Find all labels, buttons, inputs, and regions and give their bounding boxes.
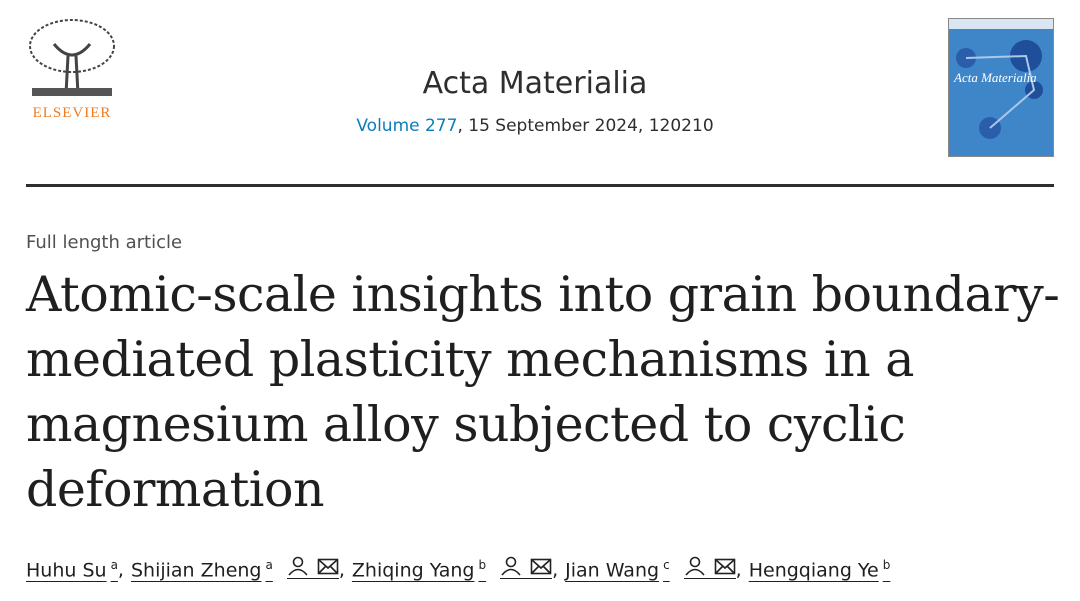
volume-link[interactable]: Volume 277 (356, 116, 458, 136)
author-separator: , (338, 559, 345, 581)
contact-icons[interactable] (500, 556, 553, 579)
journal-title[interactable]: Acta Materialia (422, 66, 648, 101)
author-name: Hengqiang Ye (748, 559, 879, 581)
person-icon (288, 556, 308, 576)
email-icon (317, 558, 339, 575)
email-icon (530, 558, 552, 575)
title-line: mediated plasticity mechanisms in a (26, 331, 914, 388)
author-link[interactable]: Zhiqing Yang b (352, 558, 486, 581)
header-rule (26, 184, 1054, 187)
publisher-name: ELSEVIER (33, 105, 112, 121)
affiliation-mark: a (110, 557, 118, 572)
article-type: Full length article (26, 232, 183, 253)
author-link[interactable]: Huhu Su a (26, 558, 118, 581)
person-icon (685, 556, 705, 576)
affiliation-mark: b (882, 557, 891, 572)
title-line: Atomic-scale insights into grain boundar… (26, 266, 1060, 323)
title-line: deformation (26, 461, 325, 518)
author-name: Jian Wang (565, 559, 660, 581)
issue-line: Volume 277, 15 September 2024, 120210 (0, 116, 1070, 136)
author-separator: , (117, 559, 124, 581)
author-name: Zhiqing Yang (351, 559, 475, 581)
affiliation-mark: b (478, 557, 487, 572)
author-list: Huhu Su a, Shijian Zheng a, Zhiqing Yang b, Ji… (26, 556, 890, 581)
author-name: Huhu Su (26, 559, 107, 581)
person-icon (501, 556, 521, 576)
affiliation-mark: c (663, 557, 670, 572)
author-name: Shijian Zheng (130, 559, 262, 581)
issue-info: , 15 September 2024, 120210 (457, 116, 714, 136)
title-line: magnesium alloy subjected to cyclic (26, 396, 906, 453)
author-link[interactable]: Hengqiang Ye b (749, 558, 891, 581)
publisher-logo: ELSEVIER (29, 19, 115, 121)
author-separator: , (735, 559, 742, 581)
affiliation-mark: a (265, 557, 273, 572)
contact-icons[interactable] (286, 556, 339, 579)
author-separator: , (552, 559, 559, 581)
author-link[interactable]: Jian Wang c (565, 558, 670, 581)
contact-icons[interactable] (683, 556, 736, 579)
author-link[interactable]: Shijian Zheng a (131, 558, 273, 581)
cover-title: Acta Materialia (953, 70, 1037, 85)
email-icon (714, 558, 735, 575)
journal-cover[interactable]: Acta Materialia (948, 18, 1054, 157)
article-title: Atomic-scale insights into grain boundar… (26, 262, 1060, 522)
